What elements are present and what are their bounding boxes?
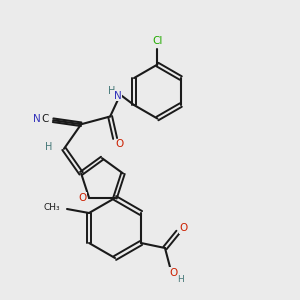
Text: H: H (178, 275, 184, 284)
Text: O: O (78, 193, 86, 203)
Text: H: H (45, 142, 52, 152)
Text: N: N (113, 91, 121, 100)
Text: O: O (180, 223, 188, 233)
Text: C: C (42, 114, 49, 124)
Text: O: O (170, 268, 178, 278)
Text: N: N (33, 114, 41, 124)
Text: CH₃: CH₃ (44, 203, 60, 212)
Text: Cl: Cl (152, 36, 163, 46)
Text: H: H (108, 85, 115, 96)
Text: O: O (115, 140, 123, 149)
